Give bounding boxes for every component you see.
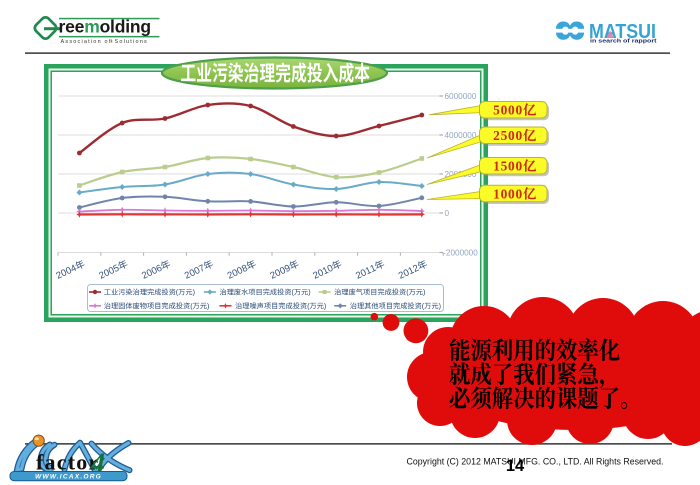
svg-text:7: 7 <box>197 263 206 275</box>
svg-text:(: ( <box>406 288 409 297</box>
svg-text:1: 1 <box>368 263 377 275</box>
svg-text:): ) <box>423 288 425 297</box>
svg-text:0: 0 <box>402 267 411 279</box>
svg-text:2: 2 <box>55 270 64 282</box>
svg-text:0: 0 <box>359 267 368 279</box>
svg-text:0: 0 <box>150 265 159 277</box>
svg-text:5: 5 <box>501 159 508 174</box>
svg-text:1: 1 <box>321 265 330 277</box>
svg-text:0: 0 <box>235 265 244 277</box>
svg-text:0: 0 <box>516 128 523 143</box>
svg-text:4: 4 <box>69 263 78 275</box>
svg-text:2: 2 <box>493 128 500 143</box>
svg-text:): ) <box>324 301 326 310</box>
svg-text:2: 2 <box>97 270 106 282</box>
svg-text:2: 2 <box>354 270 363 282</box>
svg-text:1: 1 <box>493 159 500 174</box>
svg-text:0: 0 <box>501 187 508 202</box>
svg-text:0: 0 <box>107 265 116 277</box>
svg-text:WWW.ICAX.ORG: WWW.ICAX.ORG <box>35 474 102 481</box>
svg-text:8: 8 <box>240 263 249 275</box>
svg-text:5: 5 <box>501 128 508 143</box>
svg-text:14: 14 <box>506 457 525 475</box>
svg-text:2: 2 <box>397 270 406 282</box>
svg-text:1: 1 <box>364 265 373 277</box>
svg-text:0: 0 <box>508 103 515 118</box>
svg-text:0: 0 <box>273 267 282 279</box>
svg-text:9: 9 <box>283 263 292 275</box>
svg-text:(: ( <box>190 301 193 310</box>
svg-text:Association of: Association of <box>61 39 112 45</box>
svg-text:5: 5 <box>493 103 500 118</box>
svg-text:5: 5 <box>112 263 121 275</box>
svg-text:0: 0 <box>278 265 287 277</box>
svg-text:2: 2 <box>311 270 320 282</box>
svg-text:-2000000: -2000000 <box>443 248 478 257</box>
svg-text:factor: factor <box>36 450 99 475</box>
svg-text:0: 0 <box>516 159 523 174</box>
svg-text:): ) <box>308 288 310 297</box>
svg-text:0: 0 <box>316 267 325 279</box>
svg-text:0: 0 <box>102 267 111 279</box>
svg-text:4000000: 4000000 <box>445 131 477 140</box>
svg-text:0: 0 <box>516 103 523 118</box>
svg-text:Copyright (C) 2012 MATSUI MFG: Copyright (C) 2012 MATSUI MFG. CO., LTD.… <box>407 457 664 467</box>
svg-text:0: 0 <box>508 159 515 174</box>
svg-text:reemolding: reemolding <box>59 17 151 37</box>
svg-text:(: ( <box>176 288 179 297</box>
svg-text:1: 1 <box>493 187 500 202</box>
svg-text:6000000: 6000000 <box>445 92 477 101</box>
svg-text:2: 2 <box>411 263 420 275</box>
svg-text:6: 6 <box>154 263 163 275</box>
svg-text:Solutions: Solutions <box>115 39 148 45</box>
svg-text:(: ( <box>307 301 310 310</box>
svg-text:in search of rapport: in search of rapport <box>590 39 657 45</box>
svg-text:): ) <box>207 301 209 310</box>
svg-text:2: 2 <box>226 270 235 282</box>
svg-text:): ) <box>193 288 195 297</box>
svg-text:1: 1 <box>406 265 415 277</box>
svg-text:2: 2 <box>269 270 278 282</box>
svg-text:2: 2 <box>183 270 192 282</box>
svg-text:0: 0 <box>445 209 450 218</box>
svg-text:(: ( <box>292 288 295 297</box>
svg-text:0: 0 <box>145 267 154 279</box>
svg-text:MATSUI: MATSUI <box>589 21 656 43</box>
svg-text:0: 0 <box>64 265 73 277</box>
svg-text:0: 0 <box>508 187 515 202</box>
svg-text:0: 0 <box>188 267 197 279</box>
svg-text:0: 0 <box>59 267 68 279</box>
svg-text:0: 0 <box>326 263 335 275</box>
svg-text:): ) <box>439 301 441 310</box>
svg-text:0: 0 <box>508 128 515 143</box>
svg-text:0: 0 <box>192 265 201 277</box>
svg-text:2: 2 <box>140 270 149 282</box>
svg-text:0: 0 <box>231 267 240 279</box>
svg-text:0: 0 <box>516 187 523 202</box>
svg-text:0: 0 <box>501 103 508 118</box>
svg-text:(: ( <box>422 301 425 310</box>
